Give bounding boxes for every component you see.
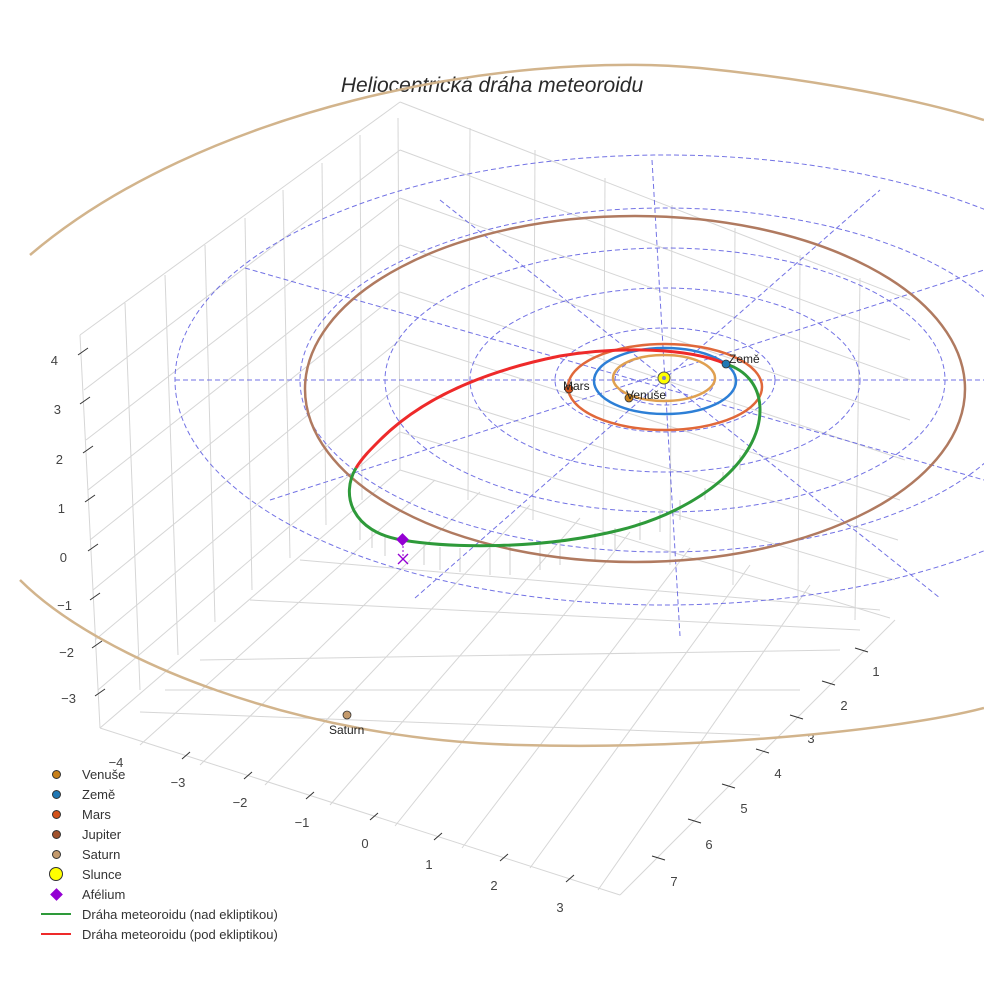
diamond-icon (49, 887, 63, 901)
z-tick: 3 (54, 402, 61, 417)
meteoroid-orbit-below (354, 348, 727, 469)
legend-item-orbit-below[interactable]: Dráha meteoroidu (pod ekliptikou) (36, 924, 278, 944)
earth-label: Země (729, 352, 760, 366)
legend-item-saturn[interactable]: Saturn (36, 844, 278, 864)
x-tick: −2 (233, 795, 248, 810)
ecliptic-grid (174, 154, 984, 637)
venus-marker (624, 393, 634, 403)
x-tick: 3 (556, 900, 563, 915)
z-tick: 0 (60, 550, 67, 565)
legend: Venuše Země Mars Jupiter Saturn Slunce A… (36, 764, 278, 944)
y-tick: 1 (872, 664, 879, 679)
saturn-marker (342, 710, 352, 720)
x-axis-ticks (181, 751, 575, 883)
venus-label: Venuše (626, 388, 666, 402)
x-tick: −1 (295, 815, 310, 830)
z-tick: −3 (61, 691, 76, 706)
x-tick: 0 (361, 836, 368, 851)
legend-item-aphelion[interactable]: Afélium (36, 884, 278, 904)
mars-label: Mars (563, 379, 590, 393)
y-axis-labels: 1 2 3 4 5 6 7 (670, 664, 879, 889)
z-tick: −2 (59, 645, 74, 660)
y-tick: 6 (705, 837, 712, 852)
aphelion-marker (396, 533, 409, 546)
z-axis-labels: 4 3 2 1 0 −1 −2 −3 (51, 353, 76, 706)
legend-item-sun[interactable]: Slunce (36, 864, 278, 884)
mars-marker (564, 384, 574, 394)
legend-item-earth[interactable]: Země (36, 784, 278, 804)
dot-icon (51, 789, 61, 799)
venus-orbit (611, 353, 717, 403)
x-tick: 1 (425, 857, 432, 872)
earth-orbit (592, 346, 738, 416)
dot-icon (51, 829, 61, 839)
saturn-orbit (19, 63, 984, 748)
meteoroid-orbit-above (347, 362, 762, 548)
sun-icon (49, 867, 63, 881)
x-tick: −3 (171, 775, 186, 790)
dot-icon (51, 849, 61, 859)
z-axis-ticks (77, 347, 106, 697)
y-tick: 7 (670, 874, 677, 889)
legend-item-jupiter[interactable]: Jupiter (36, 824, 278, 844)
y-axis-ticks (651, 647, 869, 861)
z-tick: 4 (51, 353, 58, 368)
line-icon (41, 933, 71, 935)
legend-item-venus[interactable]: Venuše (36, 764, 278, 784)
z-tick: 1 (58, 501, 65, 516)
legend-item-mars[interactable]: Mars (36, 804, 278, 824)
dot-icon (51, 809, 61, 819)
y-tick: 3 (807, 731, 814, 746)
dot-icon (51, 769, 61, 779)
y-tick: 5 (740, 801, 747, 816)
saturn-label: Saturn (329, 723, 364, 737)
z-tick: 2 (56, 452, 63, 467)
z-tick: −1 (57, 598, 72, 613)
x-axis-labels: −4 −3 −2 −1 0 1 2 3 (109, 755, 564, 915)
legend-item-orbit-above[interactable]: Dráha meteoroidu (nad ekliptikou) (36, 904, 278, 924)
line-icon (41, 913, 71, 915)
chart-title: Heliocentrická dráha meteoroidu (340, 74, 644, 97)
x-tick: −4 (109, 755, 124, 770)
y-tick: 2 (840, 698, 847, 713)
earth-marker (721, 359, 731, 369)
x-tick: 2 (490, 878, 497, 893)
y-tick: 4 (774, 766, 781, 781)
grid-lines (79, 101, 911, 896)
jupiter-orbit (303, 214, 967, 564)
aphelion-projection-x (397, 553, 409, 565)
